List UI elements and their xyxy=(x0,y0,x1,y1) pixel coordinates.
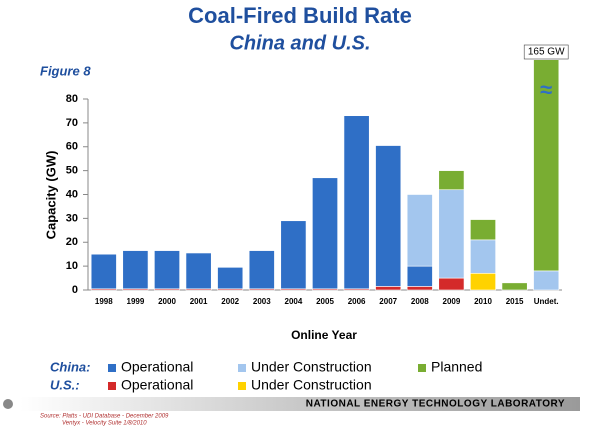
bar-segment xyxy=(406,194,433,267)
bar-segment xyxy=(343,115,370,290)
x-tick-label: 1998 xyxy=(95,297,113,306)
x-tick-label: 2008 xyxy=(411,297,429,306)
bar-segment xyxy=(438,170,465,191)
y-tick-label: 50 xyxy=(66,165,78,177)
x-tick-label: 2002 xyxy=(221,297,239,306)
x-tick-label: Undet. xyxy=(534,297,559,306)
x-tick-label: 1999 xyxy=(127,297,145,306)
bar-segment xyxy=(375,145,402,287)
bar-segment xyxy=(406,286,433,291)
legend-label: Under Construction xyxy=(251,377,372,393)
legend-group: U.S.: xyxy=(50,377,80,392)
legend-swatch xyxy=(108,364,116,372)
bar-segment xyxy=(470,219,496,241)
x-tick-label: 2010 xyxy=(474,297,492,306)
bar-segment xyxy=(185,252,212,290)
bar-segment xyxy=(248,250,275,290)
bar-segment xyxy=(90,253,117,290)
x-tick-label: 2007 xyxy=(379,297,397,306)
bar-segment xyxy=(438,277,465,291)
x-tick-label: 2006 xyxy=(348,297,366,306)
annotation: 165 GW xyxy=(528,47,565,58)
logo xyxy=(3,399,13,409)
x-tick-label: 2004 xyxy=(285,297,303,306)
x-axis-label: Online Year xyxy=(291,328,357,342)
annotation-box xyxy=(523,44,569,60)
legend-label: Operational xyxy=(121,377,193,393)
bar-segment xyxy=(438,189,465,279)
bar-segment xyxy=(312,177,338,290)
x-tick-label: 2001 xyxy=(190,297,208,306)
legend-label: Operational xyxy=(121,359,193,375)
bar-segment xyxy=(501,282,528,291)
legend-swatch xyxy=(418,364,426,372)
legend-label: Planned xyxy=(431,359,482,375)
bar-segment xyxy=(406,265,433,287)
footer-bar xyxy=(20,397,580,411)
x-tick-label: 2005 xyxy=(316,297,334,306)
bars xyxy=(90,60,560,291)
source: Ventyx - Velocity Suite 1/8/2010 xyxy=(62,421,147,427)
y-tick-label: 10 xyxy=(66,260,78,272)
legend-label: Under Construction xyxy=(251,359,372,375)
bar-segment xyxy=(533,60,560,272)
y-tick-label: 0 xyxy=(72,284,78,296)
bar-segment xyxy=(217,267,244,290)
bar-segment xyxy=(533,270,560,291)
bar-segment xyxy=(470,239,496,274)
bar-segment xyxy=(470,272,496,291)
y-tick-label: 20 xyxy=(66,236,78,248)
x-tick-label: 2015 xyxy=(506,297,524,306)
source: Source: Platts - UDI Database - December… xyxy=(40,414,169,420)
y-tick-label: 70 xyxy=(66,117,78,129)
y-axis-label: Capacity (GW) xyxy=(43,151,58,240)
bar-segment xyxy=(122,250,149,290)
legend-swatch xyxy=(238,382,246,390)
x-tick-label: 2009 xyxy=(443,297,461,306)
x-tick-label: 2003 xyxy=(253,297,271,306)
chart-title: Coal-Fired Build Rate xyxy=(188,3,412,28)
legend-group: China: xyxy=(50,359,90,374)
y-tick-label: 30 xyxy=(66,212,78,224)
figure-label: Figure 8 xyxy=(40,63,91,78)
chart-subtitle: China and U.S. xyxy=(229,32,370,54)
y-tick-label: 40 xyxy=(66,188,78,200)
bar-segment xyxy=(375,286,402,291)
x-tick-label: 2000 xyxy=(158,297,176,306)
legend-swatch xyxy=(108,382,116,390)
bar-segment xyxy=(280,220,307,290)
break-symbol: ≈ xyxy=(540,77,552,102)
bar-segment xyxy=(154,250,180,290)
footer: NATIONAL ENERGY TECHNOLOGY LABORATORY xyxy=(306,399,565,410)
legend-swatch xyxy=(238,364,246,372)
y-tick-label: 80 xyxy=(66,93,78,105)
y-tick-label: 60 xyxy=(66,141,78,153)
